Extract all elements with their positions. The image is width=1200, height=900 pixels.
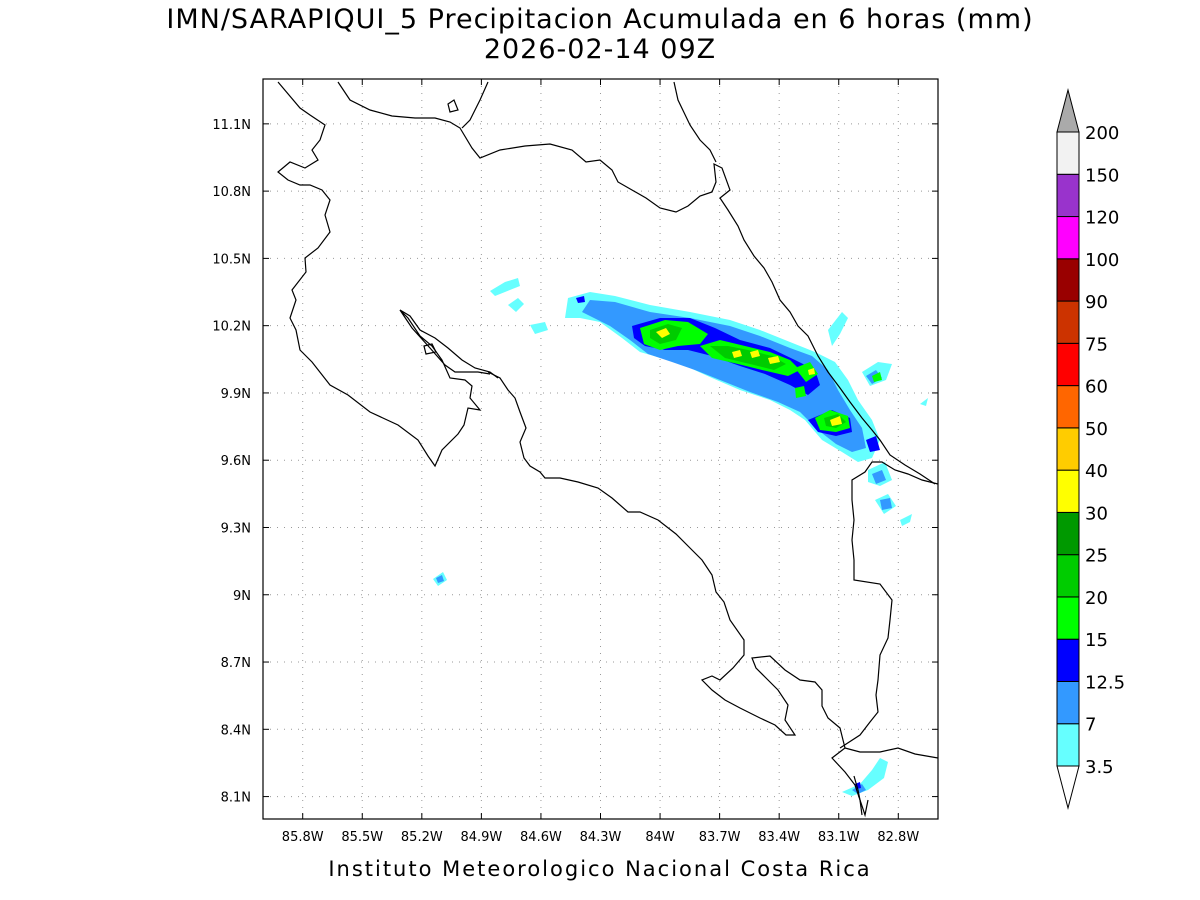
- colorbar-level-label: 90: [1085, 292, 1108, 313]
- colorbar-box: [1056, 596, 1080, 640]
- colorbar-level-label: 12.5: [1085, 672, 1125, 693]
- lat-tick-label: 8.7N: [221, 656, 251, 671]
- axis-ticks: 85.8W 85.5W 85.2W 84.9W 84.6W 84.3W 84W 83.7W 83…: [212, 79, 938, 845]
- colorbar-box: [1056, 342, 1080, 387]
- lon-tick-label: 85.5W: [341, 830, 383, 845]
- colorbar-box: [1056, 638, 1080, 682]
- precip-band-7mm: [436, 300, 892, 794]
- lat-tick-label: 8.1N: [221, 791, 251, 806]
- precip-band-30mm: [656, 328, 842, 426]
- lon-tick-label: 84.9W: [460, 830, 502, 845]
- colorbar-box: [1056, 216, 1080, 260]
- colorbar-level-label: 120: [1085, 208, 1119, 229]
- colorbar-box: [1056, 131, 1080, 175]
- colorbar-level-label: 7: [1085, 715, 1096, 736]
- lon-tick-label: 82.8W: [877, 830, 919, 845]
- coastline-borders: [277, 81, 938, 818]
- lat-tick-label: 9.3N: [221, 521, 251, 536]
- lon-tick-label: 84W: [645, 830, 675, 845]
- lat-tick-label: 9N: [233, 589, 251, 604]
- colorbar-box: [1056, 385, 1080, 429]
- map-grid: [263, 79, 938, 819]
- colorbar-level-label: 3.5: [1085, 757, 1114, 778]
- colorbar-level-label: 75: [1085, 334, 1108, 355]
- lat-tick-label: 11.1N: [212, 118, 251, 133]
- lon-tick-label: 83.7W: [699, 830, 741, 845]
- lon-tick-label: 84.3W: [580, 830, 622, 845]
- colorbar-level-label: 60: [1085, 377, 1108, 398]
- colorbar-level-label: 20: [1085, 588, 1108, 609]
- precipitation-field: [433, 278, 928, 796]
- colorbar-level-label: 40: [1085, 461, 1108, 482]
- lat-tick-label: 10.5N: [212, 252, 251, 267]
- colorbar-level-label: 200: [1085, 123, 1119, 144]
- colorbar-arrow-low: [1056, 765, 1080, 810]
- lon-tick-label: 83.1W: [818, 830, 860, 845]
- colorbar-level-label: 150: [1085, 165, 1119, 186]
- colorbar-box: [1056, 723, 1080, 767]
- colorbar-arrow-high: [1056, 88, 1080, 133]
- lon-tick-label: 84.6W: [520, 830, 562, 845]
- colorbar-level-label: 100: [1085, 250, 1119, 271]
- colorbar-level-label: 30: [1085, 503, 1108, 524]
- lat-tick-label: 10.2N: [212, 320, 251, 335]
- lon-tick-label: 85.8W: [282, 830, 324, 845]
- lon-tick-label: 85.2W: [401, 830, 443, 845]
- map-frame: [262, 78, 939, 820]
- colorbar-level-label: 25: [1085, 546, 1108, 567]
- lat-tick-label: 10.8N: [212, 185, 251, 200]
- colorbar-box: [1056, 554, 1080, 598]
- lon-tick-label: 83.4W: [758, 830, 800, 845]
- lat-tick-label: 8.4N: [221, 723, 251, 738]
- colorbar-box: [1056, 680, 1080, 725]
- colorbar: 3.5 7 12.5 15 20 25 30 40 50 60 75 90 100 120 150 200: [1056, 88, 1125, 810]
- map-datetime: 2026-02-14 09Z: [483, 34, 717, 65]
- map-title: IMN/SARAPIQUI_5 Precipitacion Acumulada …: [166, 4, 1034, 35]
- colorbar-box: [1056, 258, 1080, 302]
- colorbar-box: [1056, 173, 1080, 218]
- colorbar-box: [1056, 427, 1080, 471]
- colorbar-box: [1056, 300, 1080, 344]
- colorbar-level-label: 50: [1085, 419, 1108, 440]
- footer-credit: Instituto Meteorologico Nacional Costa R…: [328, 857, 872, 881]
- colorbar-box: [1056, 511, 1080, 556]
- lat-tick-label: 9.6N: [221, 454, 251, 469]
- colorbar-box: [1056, 469, 1080, 513]
- colorbar-level-label: 15: [1085, 630, 1108, 651]
- lat-tick-label: 9.9N: [221, 387, 251, 402]
